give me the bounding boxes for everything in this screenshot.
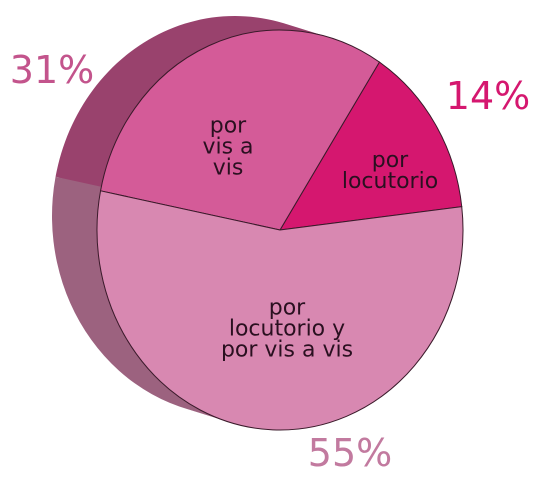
slice — [279, 61, 463, 231]
slice-label: por vis a vis — [202, 113, 254, 181]
slice-label: por locutorio y por vis a vis — [220, 295, 354, 363]
value-label: 55% — [307, 431, 393, 475]
slice-label: por locutorio — [341, 148, 439, 194]
value-label: 14% — [445, 74, 531, 118]
slice — [96, 190, 464, 431]
slice — [99, 29, 381, 231]
value-label: 31% — [9, 48, 95, 92]
